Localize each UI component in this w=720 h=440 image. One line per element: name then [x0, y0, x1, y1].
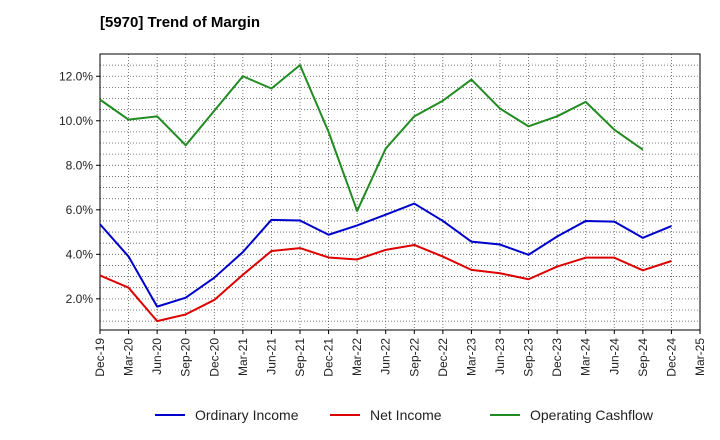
y-tick-label: 12.0%	[59, 69, 93, 83]
y-tick-label: 10.0%	[59, 114, 93, 128]
x-tick-label: Jun-22	[379, 338, 393, 375]
x-tick-label: Mar-24	[579, 338, 593, 376]
series-line-operating-cashflow	[99, 64, 644, 212]
x-tick-label: Dec-21	[322, 338, 336, 377]
x-tick-label: Jun-21	[264, 338, 278, 375]
x-tick-label: Dec-19	[93, 338, 107, 377]
x-tick-label: Sep-23	[522, 338, 536, 377]
x-tick-label: Jun-23	[493, 338, 507, 375]
y-tick-label: 2.0%	[66, 292, 94, 306]
x-tick-label: Sep-24	[636, 338, 650, 377]
x-axis: Dec-19 Mar-20 Jun-20 Sep-20 Dec-20 Mar-21 Jun-…	[93, 330, 707, 377]
legend-label-operating-cashflow: Operating Cashflow	[530, 407, 654, 423]
chart-title: [5970] Trend of Margin	[100, 14, 261, 31]
y-tick-label: 6.0%	[66, 203, 94, 217]
x-tick-label: Dec-20	[207, 338, 221, 377]
legend-label-net-income: Net Income	[370, 407, 442, 423]
x-tick-label: Dec-24	[664, 338, 678, 377]
x-tick-label: Jun-20	[150, 338, 164, 375]
series-line-ordinary-income	[99, 202, 672, 308]
x-tick-label: Sep-21	[293, 338, 307, 377]
x-tick-label: Mar-20	[122, 338, 136, 376]
legend: Ordinary Income Net Income Operating Cashf…	[155, 407, 654, 423]
x-tick-label: Mar-21	[236, 338, 250, 376]
x-tick-label: Jun-24	[607, 338, 621, 375]
series-line-net-income	[99, 243, 672, 323]
x-tick-label: Mar-23	[464, 338, 478, 376]
y-tick-label: 4.0%	[66, 247, 94, 261]
series-lines	[99, 64, 672, 323]
plot-area-frame	[99, 53, 701, 331]
x-tick-label: Mar-22	[350, 338, 364, 376]
x-tick-label: Dec-23	[550, 338, 564, 377]
x-tick-label: Mar-25	[693, 338, 707, 376]
legend-label-ordinary-income: Ordinary Income	[195, 407, 299, 423]
y-tick-label: 8.0%	[66, 158, 94, 172]
x-tick-label: Sep-22	[407, 338, 421, 377]
x-tick-label: Dec-22	[436, 338, 450, 377]
grid	[99, 54, 701, 330]
x-tick-label: Sep-20	[179, 338, 193, 377]
y-axis: 2.0% 4.0% 6.0% 8.0% 10.0% 12.0%	[59, 69, 100, 306]
